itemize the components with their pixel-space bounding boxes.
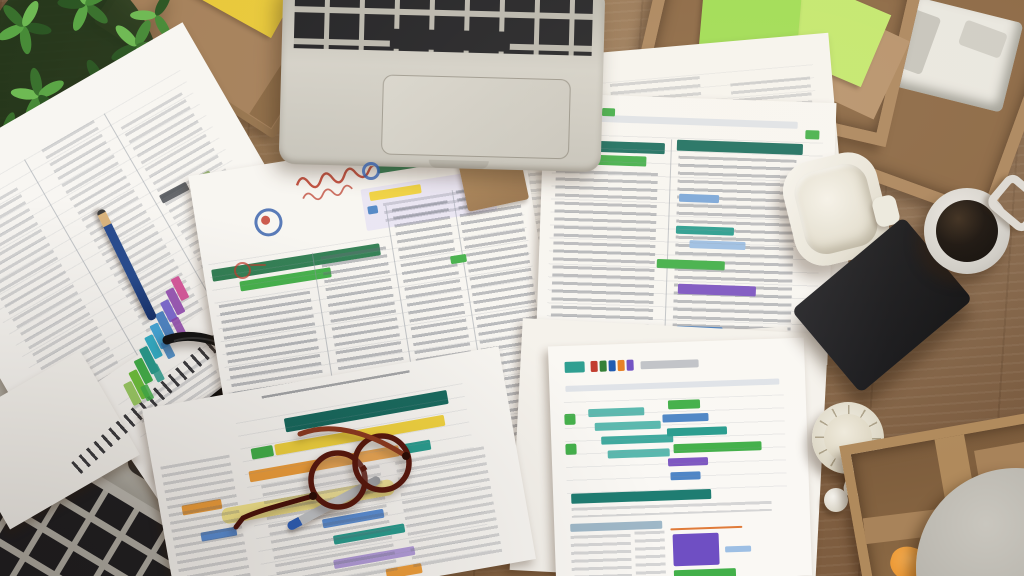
coffee-surface (936, 200, 998, 262)
blue-stamp-small (362, 162, 380, 180)
logo-letter (599, 360, 607, 372)
bottle-cap (824, 488, 848, 512)
gantt-bar (673, 568, 737, 576)
logo-letter (590, 360, 598, 373)
header-band-light (587, 114, 798, 129)
text-line (571, 500, 772, 518)
laptop (278, 0, 606, 173)
text-column (634, 530, 667, 576)
red-ring-annotation (234, 262, 251, 279)
gantt-block-purple (672, 532, 720, 567)
logo-letter (608, 360, 616, 372)
highlight-bar (367, 205, 379, 215)
gantt-bar (725, 545, 752, 553)
laptop-spacebar (389, 28, 511, 52)
laptop-keyboard (293, 0, 594, 56)
highlight-bar (601, 108, 616, 117)
reading-glasses (233, 426, 412, 530)
logo-text-smear (640, 359, 699, 370)
ceramic-cube-face (789, 159, 883, 259)
logo-letter (626, 359, 634, 371)
highlight-bar (805, 130, 820, 140)
text-column (570, 533, 633, 576)
header-band-light (565, 378, 780, 392)
laptop-trackpad (380, 74, 571, 160)
gantt-printout (547, 337, 813, 576)
table-rules (563, 394, 788, 502)
laptop-bottom-notch (428, 159, 489, 170)
logo-chip (564, 361, 585, 373)
orange-rule (670, 525, 743, 531)
coffee-mug (924, 188, 1010, 274)
red-dash-annotation (250, 264, 266, 266)
logo-letter (617, 359, 625, 372)
